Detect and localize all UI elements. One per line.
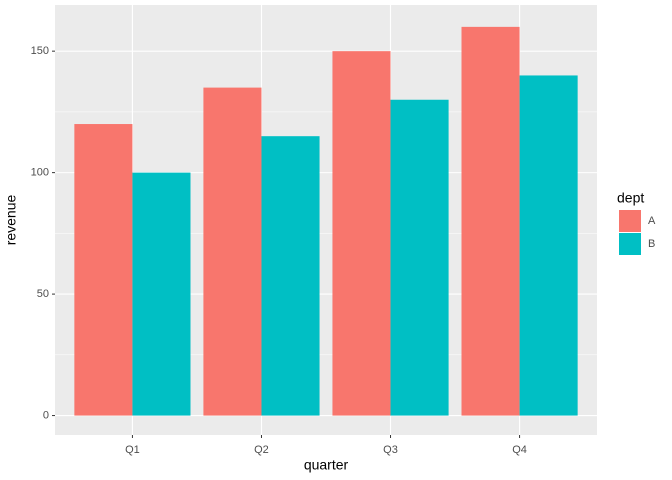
y-tick-label: 0 (43, 409, 49, 421)
bar (390, 99, 449, 416)
x-tick-label: Q4 (512, 444, 527, 456)
x-tick-label: Q3 (383, 444, 398, 456)
bar (461, 26, 520, 416)
bar (203, 87, 262, 416)
bar (332, 51, 391, 416)
bar (519, 75, 578, 416)
legend-label: A (648, 215, 656, 227)
legend-key (619, 210, 641, 232)
legend-title: dept (617, 190, 644, 206)
legend-label: B (648, 238, 655, 250)
y-tick-label: 100 (31, 167, 49, 179)
x-tick-label: Q1 (125, 444, 140, 456)
x-tick-label: Q2 (254, 444, 269, 456)
y-tick-label: 150 (31, 45, 49, 57)
y-tick-label: 50 (37, 288, 49, 300)
bar (132, 172, 191, 416)
legend-key (619, 233, 641, 255)
y-axis-title: revenue (3, 194, 19, 245)
bar (261, 136, 320, 416)
bar (74, 124, 133, 416)
x-axis-title: quarter (304, 457, 349, 473)
